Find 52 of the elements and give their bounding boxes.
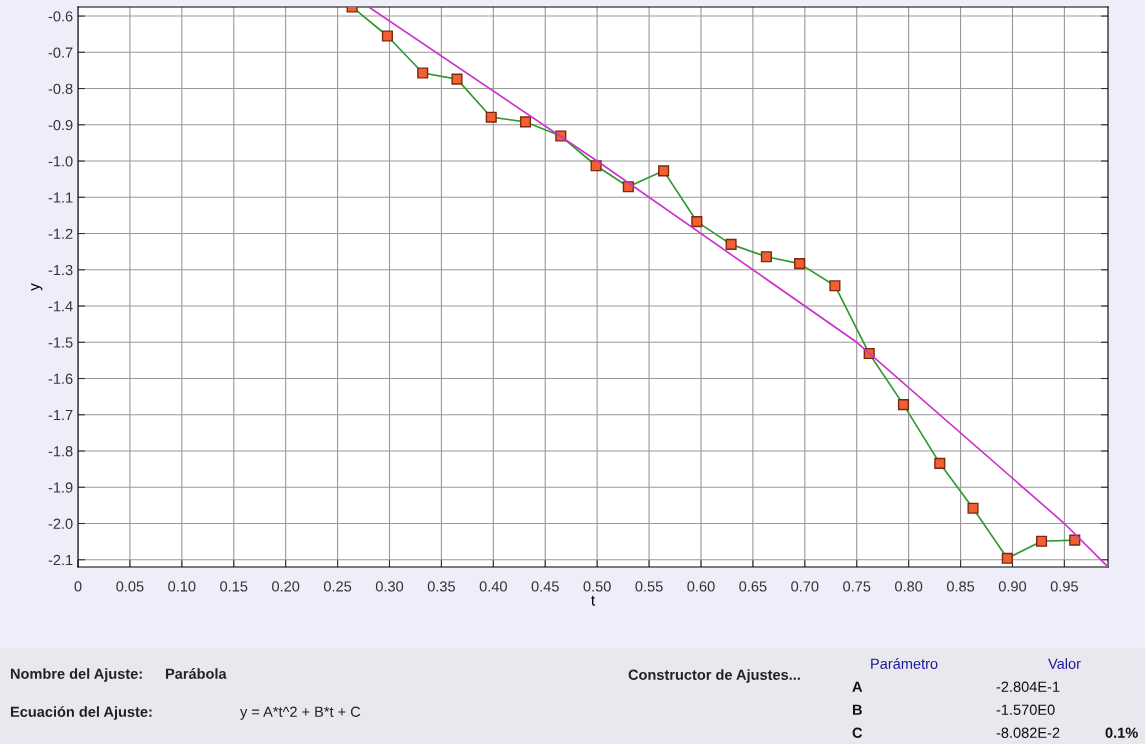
text: Constructor de Ajustes... xyxy=(628,669,800,683)
y-tick-label: -1.1 xyxy=(48,192,73,203)
y-tick-label: -0.7 xyxy=(48,47,73,58)
text: Parámetro xyxy=(871,658,938,669)
x-tick-label: 0.05 xyxy=(116,581,144,592)
x-tick-label: 0.65 xyxy=(739,581,767,592)
y-tick-label: -0.8 xyxy=(48,83,73,94)
text: -1.570E0 xyxy=(996,704,1055,715)
text: -2.804E-1 xyxy=(996,681,1060,692)
text: Valor xyxy=(1048,658,1081,669)
x-tick-label: 0.85 xyxy=(946,581,975,592)
x-tick-label: 0.45 xyxy=(531,581,559,592)
x-tick-label: 0.95 xyxy=(1050,581,1078,592)
y-tick-label: -1.0 xyxy=(48,156,73,167)
y-tick-label: -1.7 xyxy=(48,410,73,421)
x-tick-label: 0.10 xyxy=(168,581,196,592)
y-tick-label: -1.4 xyxy=(48,301,73,312)
text: -8.082E-2 xyxy=(996,727,1060,738)
y-tick-label: -1.2 xyxy=(48,228,73,239)
x-tick-label: 0.35 xyxy=(427,581,455,592)
text: B xyxy=(852,704,862,715)
x-tick-label: 0.90 xyxy=(998,581,1027,592)
y-axis-title: y xyxy=(31,283,43,291)
x-tick-label: 0.50 xyxy=(583,581,611,592)
text: Parábola xyxy=(165,668,227,679)
x-tick-label: 0 xyxy=(74,581,82,592)
y-tick-label: -1.8 xyxy=(48,446,73,457)
text: A xyxy=(852,681,863,692)
x-axis-title: t xyxy=(591,595,596,606)
text: C xyxy=(852,727,863,738)
x-tick-label: 0.20 xyxy=(272,581,300,592)
x-tick-label: 0.40 xyxy=(479,581,507,592)
x-tick-label: 0.80 xyxy=(895,581,923,592)
x-tick-label: 0.15 xyxy=(220,581,248,592)
y-tick-label: -1.9 xyxy=(48,482,73,493)
x-tick-label: 0.25 xyxy=(323,581,352,592)
text: y = A*t^2 + B*t + C xyxy=(240,706,361,720)
text: 0.1% xyxy=(1105,727,1138,738)
y-tick-label: -1.3 xyxy=(48,264,73,276)
y-tick-label: -1.5 xyxy=(48,337,73,348)
x-tick-label: 0.70 xyxy=(791,581,819,592)
x-tick-label: 0.30 xyxy=(375,581,404,592)
x-tick-label: 0.75 xyxy=(843,581,871,592)
y-tick-label: -2.0 xyxy=(48,518,73,529)
text: Nombre del Ajuste: xyxy=(10,668,142,682)
y-tick-label: -1.6 xyxy=(48,373,73,384)
x-tick-label: 0.55 xyxy=(635,581,663,592)
y-tick-label: -2.1 xyxy=(48,554,73,566)
y-tick-label: -0.6 xyxy=(48,11,73,22)
text: Ecuación del Ajuste: xyxy=(10,706,152,720)
x-tick-label: 0.60 xyxy=(687,581,715,592)
y-tick-label: -0.9 xyxy=(48,119,73,131)
